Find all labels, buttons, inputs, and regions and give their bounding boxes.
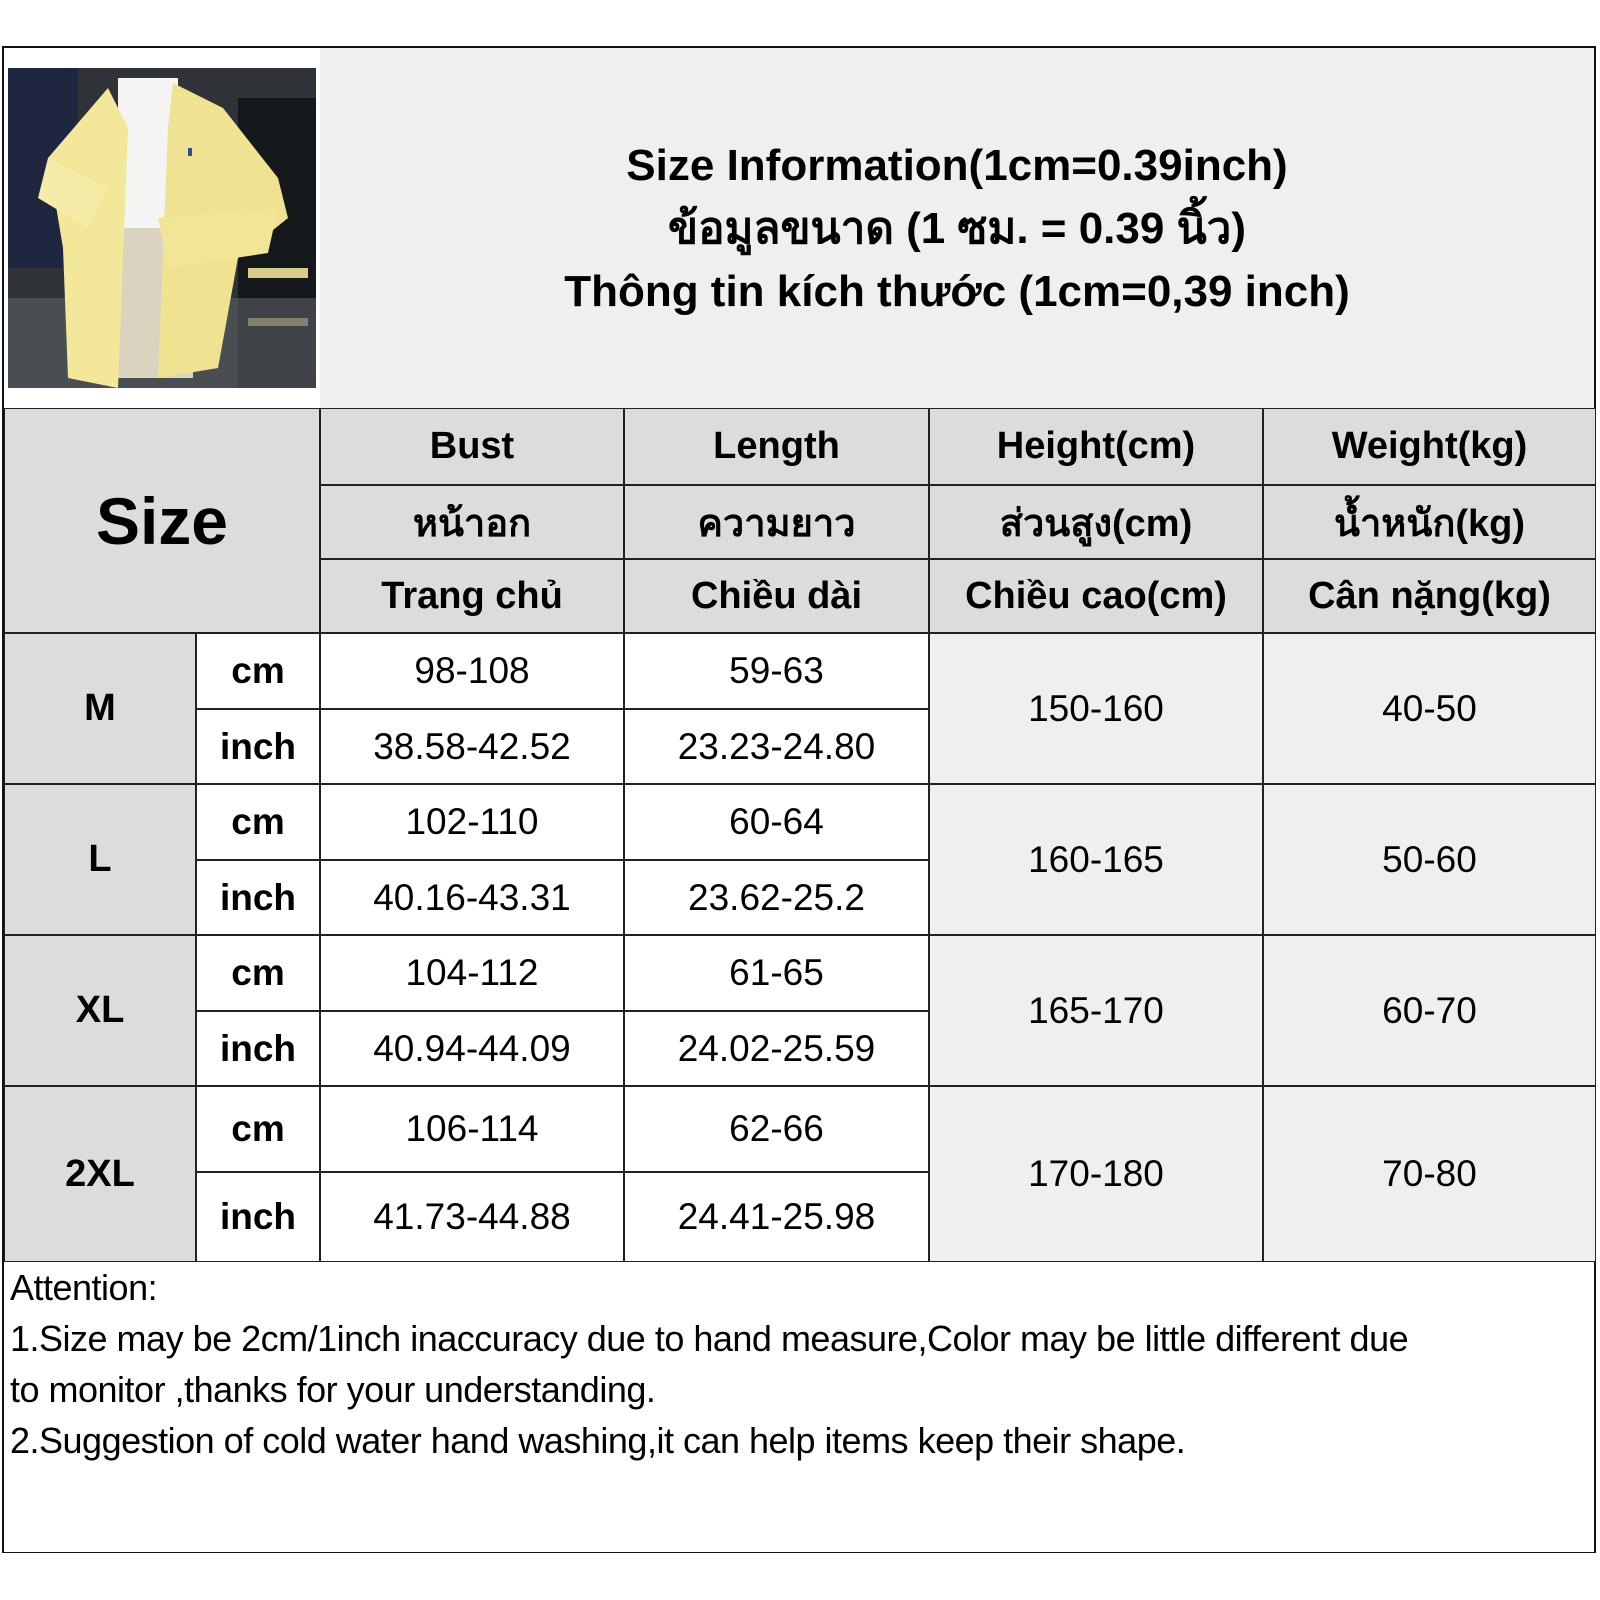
bust-cm: 98-108: [320, 633, 624, 709]
title-english: Size Information(1cm=0.39inch): [626, 140, 1288, 190]
weight-range: 70-80: [1263, 1086, 1596, 1262]
length-cm: 62-66: [624, 1086, 929, 1172]
size-label: XL: [4, 935, 196, 1086]
attention-line-2: to monitor ,thanks for your understandin…: [10, 1369, 656, 1410]
bust-inch: 40.16-43.31: [320, 860, 624, 935]
column-header-vi: Chiều cao(cm): [929, 559, 1263, 633]
bust-inch: 38.58-42.52: [320, 709, 624, 784]
length-inch: 24.41-25.98: [624, 1172, 929, 1262]
length-cm: 61-65: [624, 935, 929, 1011]
title-thai: ข้อมูลขนาด (1 ซม. = 0.39 นิ้ว): [667, 203, 1246, 253]
unit-cm: cm: [196, 633, 320, 709]
height-range: 150-160: [929, 633, 1263, 784]
bust-cm: 106-114: [320, 1086, 624, 1172]
column-header-vi: Chiều dài: [624, 559, 929, 633]
unit-cm: cm: [196, 935, 320, 1011]
bust-inch: 41.73-44.88: [320, 1172, 624, 1262]
column-header-vi: Cân nặng(kg): [1263, 559, 1596, 633]
weight-range: 40-50: [1263, 633, 1596, 784]
column-header-vi: Trang chủ: [320, 559, 624, 633]
size-header: Size: [4, 408, 320, 633]
weight-range: 50-60: [1263, 784, 1596, 935]
height-range: 170-180: [929, 1086, 1263, 1262]
bust-cm: 104-112: [320, 935, 624, 1011]
attention-notes: Attention: 1.Size may be 2cm/1inch inacc…: [4, 1262, 1594, 1552]
column-header-th: ความยาว: [624, 485, 929, 559]
attention-line-3: 2.Suggestion of cold water hand washing,…: [10, 1420, 1186, 1461]
size-label: L: [4, 784, 196, 935]
height-range: 160-165: [929, 784, 1263, 935]
unit-inch: inch: [196, 860, 320, 935]
column-header-th: หน้าอก: [320, 485, 624, 559]
column-header-th: น้ำหนัก(kg): [1263, 485, 1596, 559]
size-label: M: [4, 633, 196, 784]
length-cm: 59-63: [624, 633, 929, 709]
weight-range: 60-70: [1263, 935, 1596, 1086]
column-header-th: ส่วนสูง(cm): [929, 485, 1263, 559]
length-inch: 23.23-24.80: [624, 709, 929, 784]
column-header-en: Weight(kg): [1263, 408, 1596, 485]
size-label: 2XL: [4, 1086, 196, 1262]
bust-inch: 40.94-44.09: [320, 1011, 624, 1086]
bust-cm: 102-110: [320, 784, 624, 860]
height-range: 165-170: [929, 935, 1263, 1086]
attention-heading: Attention:: [10, 1267, 158, 1308]
unit-inch: inch: [196, 1011, 320, 1086]
column-header-en: Bust: [320, 408, 624, 485]
attention-line-1: 1.Size may be 2cm/1inch inaccuracy due t…: [10, 1318, 1409, 1359]
column-header-en: Height(cm): [929, 408, 1263, 485]
length-cm: 60-64: [624, 784, 929, 860]
size-information-title: Size Information(1cm=0.39inch) ข้อมูลขนา…: [320, 48, 1594, 408]
unit-cm: cm: [196, 1086, 320, 1172]
column-header-en: Length: [624, 408, 929, 485]
unit-inch: inch: [196, 1172, 320, 1262]
unit-inch: inch: [196, 709, 320, 784]
product-photo: [8, 68, 316, 388]
unit-cm: cm: [196, 784, 320, 860]
title-vietnamese: Thông tin kích thước (1cm=0,39 inch): [564, 266, 1350, 316]
length-inch: 24.02-25.59: [624, 1011, 929, 1086]
length-inch: 23.62-25.2: [624, 860, 929, 935]
hoodie-photo-illustration: [8, 68, 316, 388]
